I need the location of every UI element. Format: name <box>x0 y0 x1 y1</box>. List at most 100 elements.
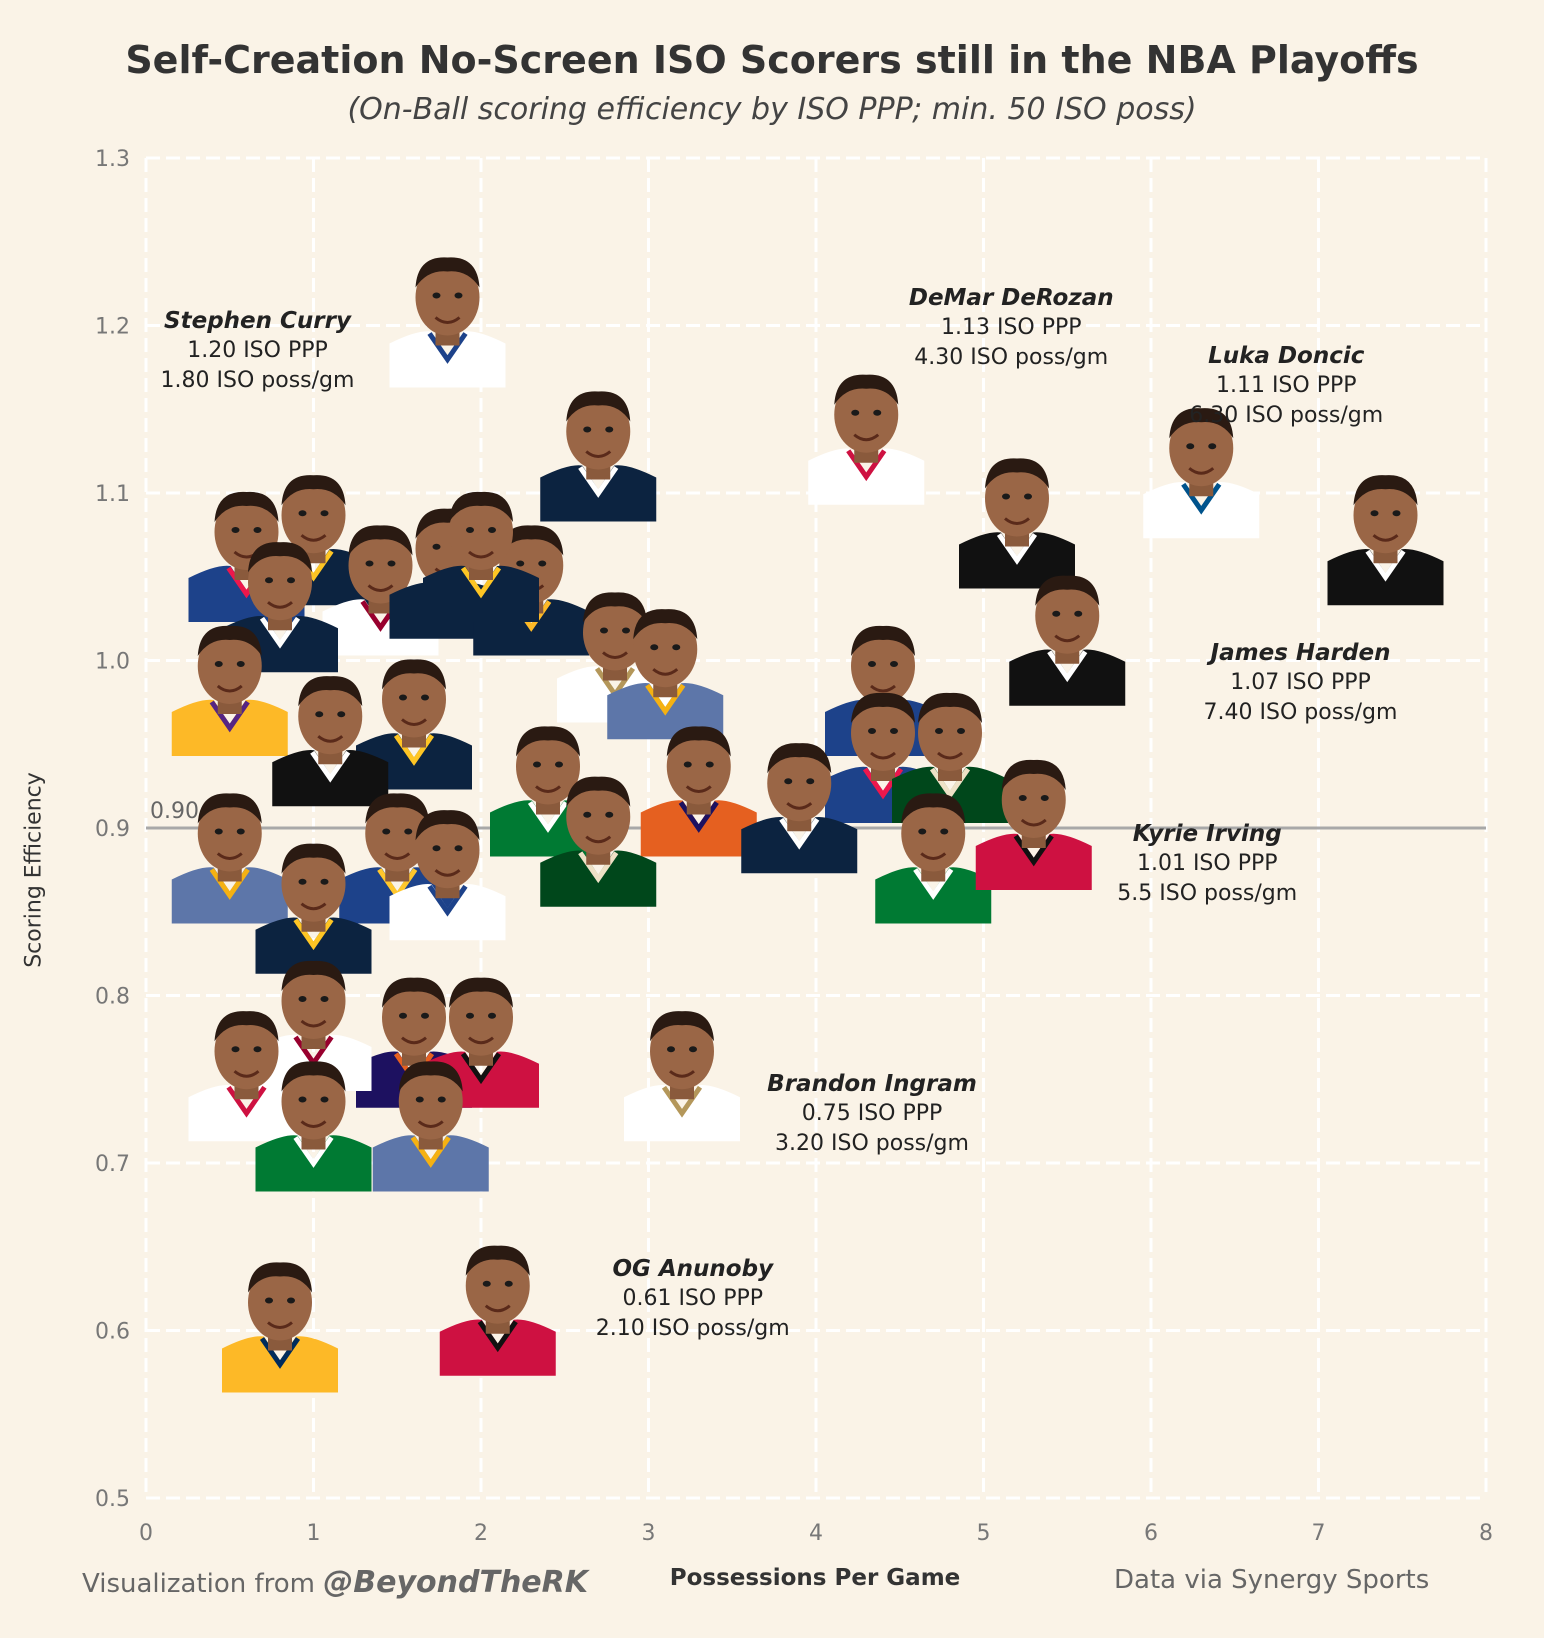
player-annotation: Kyrie Irving 1.01 ISO PPP 5.5 ISO poss/gm <box>1117 819 1297 909</box>
eye <box>365 560 374 567</box>
player-ppp: 1.11 ISO PPP <box>1215 373 1357 399</box>
footer-credit-handle[interactable]: @BeyondTheRK <box>323 1565 588 1600</box>
player-poss: 1.80 ISO poss/gm <box>160 367 355 393</box>
hair <box>415 810 480 841</box>
player-name: James Harden <box>1210 640 1391 667</box>
eye <box>214 828 223 835</box>
player-headshot-marker <box>607 609 724 740</box>
y-tick-label: 0.6 <box>95 1320 130 1345</box>
x-tick-label: 3 <box>642 1521 656 1546</box>
hair <box>901 793 966 824</box>
face <box>1001 762 1066 838</box>
mouth <box>468 550 494 559</box>
x-tick-label: 4 <box>809 1521 823 1546</box>
hair <box>449 977 513 1008</box>
eye <box>1002 493 1010 500</box>
hair <box>633 609 698 640</box>
hair <box>382 977 446 1008</box>
face <box>281 1063 346 1140</box>
mouth <box>300 1120 327 1128</box>
face <box>197 795 262 872</box>
hair <box>365 793 430 824</box>
player-headshot-marker <box>171 793 288 924</box>
mouth <box>267 1321 293 1329</box>
eye <box>265 577 273 584</box>
eye <box>437 1096 446 1103</box>
x-tick-label: 8 <box>1479 1521 1493 1546</box>
face <box>566 393 631 470</box>
hair <box>650 1011 714 1042</box>
player-name: Brandon Ingram <box>767 1071 977 1098</box>
face <box>985 460 1049 537</box>
hair <box>566 391 631 422</box>
mouth <box>384 852 411 860</box>
mouth <box>300 902 327 911</box>
y-tick-label: 1.1 <box>95 482 130 507</box>
eye <box>851 409 860 416</box>
mouth <box>585 450 612 458</box>
eye <box>605 811 614 818</box>
mouth <box>652 668 679 676</box>
hair <box>281 475 346 506</box>
eye <box>683 761 692 768</box>
hair <box>1353 475 1418 506</box>
eye <box>689 1046 697 1053</box>
labeled-player-headshot-marker <box>808 374 925 505</box>
eye <box>650 644 659 651</box>
eye <box>236 828 245 835</box>
hair <box>348 525 413 556</box>
player-poss: 5.5 ISO poss/gm <box>1117 880 1298 906</box>
footer-credit: Visualization from @BeyondTheRK <box>82 1565 588 1600</box>
eye <box>918 828 927 835</box>
hair <box>214 491 279 522</box>
eye <box>253 1046 262 1053</box>
face <box>248 1264 312 1341</box>
mouth <box>685 785 712 793</box>
face <box>298 678 363 755</box>
player-headshot-marker <box>389 810 506 941</box>
eye <box>622 627 630 634</box>
hair <box>298 676 363 707</box>
face <box>248 544 312 621</box>
y-tick-label: 0.7 <box>95 1152 130 1177</box>
mouth <box>300 534 327 542</box>
face <box>767 745 832 822</box>
mouth <box>1372 534 1399 542</box>
y-tick-label: 0.9 <box>95 817 130 842</box>
y-tick-label: 1.2 <box>95 315 130 340</box>
eye <box>672 644 681 651</box>
eye <box>890 661 898 667</box>
eye <box>298 510 307 517</box>
hair <box>1035 575 1100 606</box>
y-tick-label: 1.0 <box>95 650 130 675</box>
eye <box>320 878 329 885</box>
hair <box>281 960 346 991</box>
eye <box>1208 443 1217 450</box>
eye <box>466 1012 474 1019</box>
face <box>398 1063 463 1140</box>
face <box>281 963 346 1039</box>
eye <box>516 560 525 567</box>
eye <box>320 510 329 517</box>
labeled-player-headshot-marker <box>624 1011 740 1142</box>
labeled-player-headshot-marker <box>389 257 506 388</box>
x-tick-label: 0 <box>139 1521 153 1546</box>
eye <box>538 560 547 567</box>
chart-subtitle: (On-Ball scoring efficiency by ISO PPP; … <box>347 92 1197 127</box>
mouth <box>434 316 461 324</box>
x-tick-label: 1 <box>307 1521 321 1546</box>
mouth <box>216 684 243 693</box>
eye <box>432 543 441 550</box>
player-name: OG Anunoby <box>612 1255 774 1282</box>
mouth <box>585 835 612 844</box>
face <box>415 259 480 336</box>
eye <box>482 1280 491 1287</box>
player-name: Stephen Curry <box>164 307 351 334</box>
mouth <box>669 1070 695 1078</box>
eye <box>315 711 324 718</box>
labeled-player-headshot-marker <box>1009 575 1126 706</box>
hair <box>851 625 915 656</box>
face <box>1035 577 1100 654</box>
face <box>214 1013 279 1090</box>
player-headshot-marker <box>255 843 372 974</box>
